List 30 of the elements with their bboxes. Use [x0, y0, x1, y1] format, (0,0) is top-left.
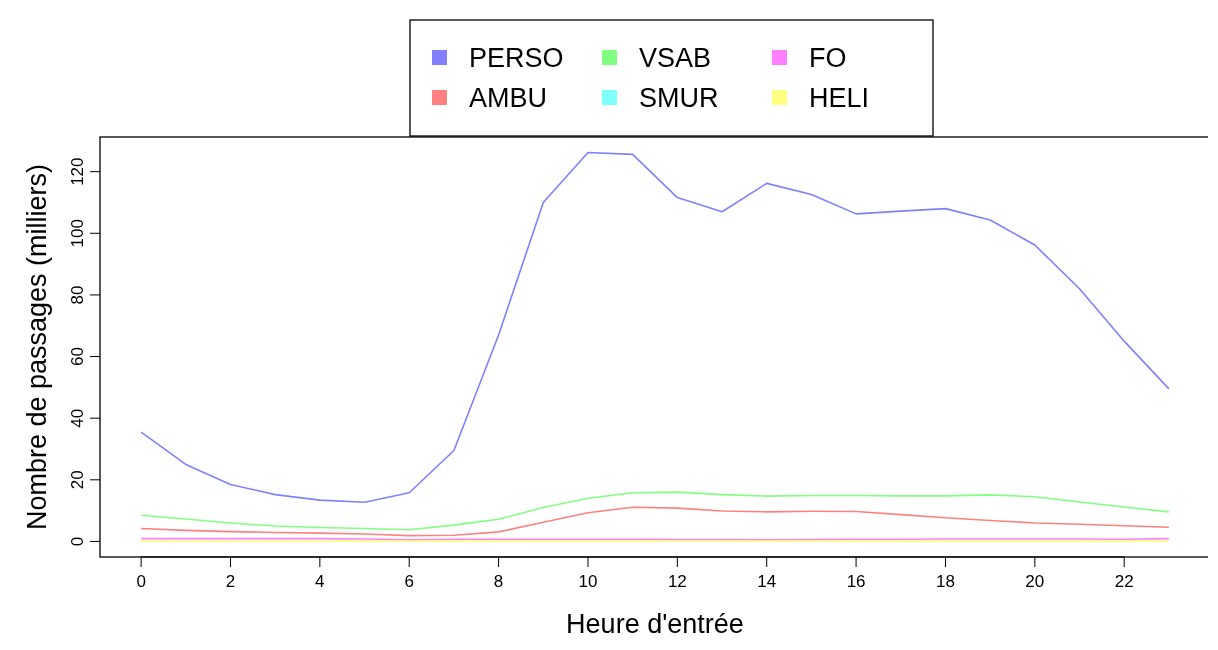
x-tick-label: 6 — [404, 572, 414, 591]
legend-label: FO — [809, 43, 847, 73]
y-tick-label: 80 — [68, 285, 87, 305]
x-tick-label: 20 — [1025, 572, 1045, 591]
line-series — [140, 151, 1170, 504]
legend-label: AMBU — [469, 83, 548, 113]
legend-label: HELI — [809, 83, 870, 113]
y-tick-label: 60 — [68, 347, 87, 367]
x-tick-label: 16 — [846, 572, 866, 591]
x-tick-label: 10 — [578, 572, 598, 591]
x-tick-label: 0 — [136, 572, 146, 591]
y-tick-label: 120 — [68, 157, 87, 186]
y-tick-label: 20 — [68, 470, 87, 490]
line-series — [140, 506, 1170, 537]
x-tick-label: 8 — [493, 572, 504, 591]
x-tick-label: 22 — [1114, 572, 1134, 591]
y-tick-label: 0 — [68, 536, 87, 547]
y-axis-title: Nombre de passages (milliers) — [22, 163, 52, 531]
legend-label: SMUR — [639, 83, 719, 113]
legend-label: VSAB — [639, 43, 712, 73]
legend-label: PERSO — [469, 43, 564, 73]
x-tick-label: 14 — [757, 572, 777, 591]
x-tick-label: 4 — [315, 572, 325, 591]
x-tick-label: 12 — [667, 572, 687, 591]
line-series — [140, 491, 1170, 531]
x-tick-label: 18 — [936, 572, 955, 591]
y-tick-label: 100 — [68, 219, 87, 248]
x-axis-title: Heure d'entrée — [566, 609, 744, 639]
x-tick-label: 2 — [225, 572, 236, 591]
y-tick-label: 40 — [68, 408, 87, 428]
